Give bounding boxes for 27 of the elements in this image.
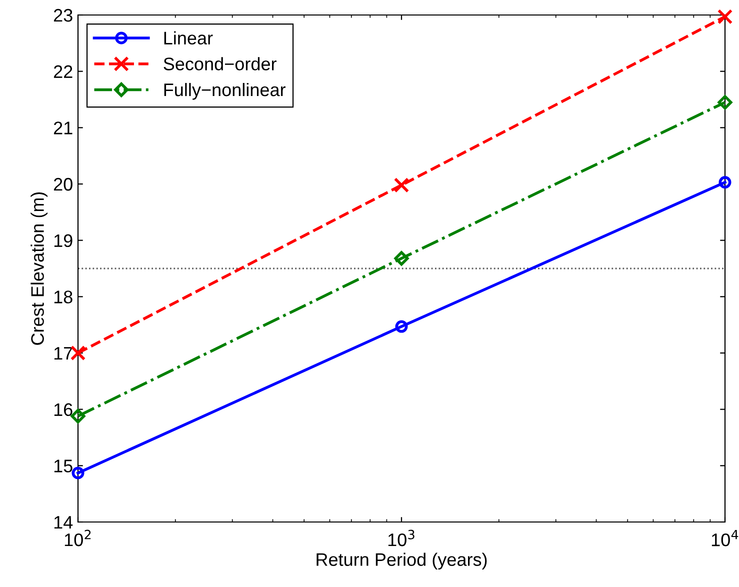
y-tick-label: 22: [54, 65, 72, 78]
y-tick-label: 19: [54, 234, 72, 248]
y-axis-title: Crest Elevation (m): [30, 192, 48, 345]
point: [718, 95, 732, 110]
legend-label: Linear: [164, 31, 213, 45]
y-tick-label: 20: [54, 178, 72, 191]
y-tick-label: 15: [54, 460, 72, 472]
y-tick-label: 14: [54, 516, 73, 529]
point: [394, 177, 410, 193]
y-tick-label: 16: [54, 403, 72, 416]
x-axis-title: Return Period (years): [316, 552, 487, 570]
point: [717, 9, 733, 24]
point: [70, 408, 86, 424]
y-tick-label: 18: [54, 290, 72, 304]
x-tick-label: 10$^{2}$: [64, 530, 91, 546]
x-tick-label: 10$^{3}$: [388, 530, 414, 546]
point: [395, 320, 408, 333]
legend-label: Fully−nonlinear: [164, 82, 286, 100]
x-tick-label: 10$^{4}$: [712, 530, 738, 546]
y-tick-label: 23: [54, 8, 72, 22]
point: [718, 176, 732, 189]
y-tick-label: 21: [54, 122, 72, 134]
point: [70, 345, 86, 361]
legend-label: Second−order: [164, 57, 276, 70]
point: [394, 251, 409, 266]
y-tick-label: 17: [54, 347, 72, 360]
point: [72, 466, 84, 480]
